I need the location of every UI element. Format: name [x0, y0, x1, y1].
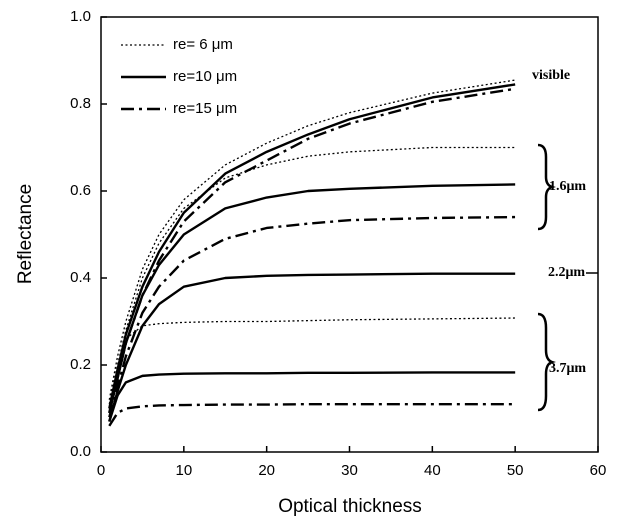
x-tick-label: 60	[590, 462, 607, 479]
x-axis-label: Optical thickness	[278, 496, 422, 517]
line-series	[108, 215, 516, 418]
curve-label: visible	[532, 68, 570, 83]
line-series	[108, 317, 516, 409]
line-series	[108, 87, 516, 414]
y-tick-label: 0.2	[70, 356, 91, 373]
x-tick-label: 30	[341, 462, 358, 479]
y-tick-label: 0.0	[70, 443, 91, 460]
line-series	[108, 79, 516, 400]
brace	[537, 143, 556, 231]
legend-label: re=15 μm	[173, 100, 237, 117]
curve-label: 2.2μm	[548, 265, 585, 280]
x-tick-label: 20	[258, 462, 275, 479]
y-tick-label: 0.8	[70, 95, 91, 112]
line-series	[108, 402, 516, 427]
y-axis-label: Reflectance	[15, 184, 36, 284]
line-series	[108, 272, 516, 422]
x-tick-label: 10	[175, 462, 192, 479]
x-tick-label: 50	[507, 462, 524, 479]
line-series	[108, 183, 516, 414]
curve-label: 3.7μm	[549, 361, 586, 376]
legend-label: re= 6 μm	[173, 36, 233, 53]
x-tick-label: 40	[424, 462, 441, 479]
y-tick-label: 1.0	[70, 8, 91, 25]
brace	[537, 312, 556, 412]
y-tick-label: 0.6	[70, 182, 91, 199]
y-tick-label: 0.4	[70, 269, 91, 286]
line-series	[108, 83, 516, 409]
legend-label: re=10 μm	[173, 68, 237, 85]
line-series	[108, 371, 516, 422]
x-tick-label: 0	[97, 462, 105, 479]
curve-label: 1.6μm	[549, 179, 586, 194]
